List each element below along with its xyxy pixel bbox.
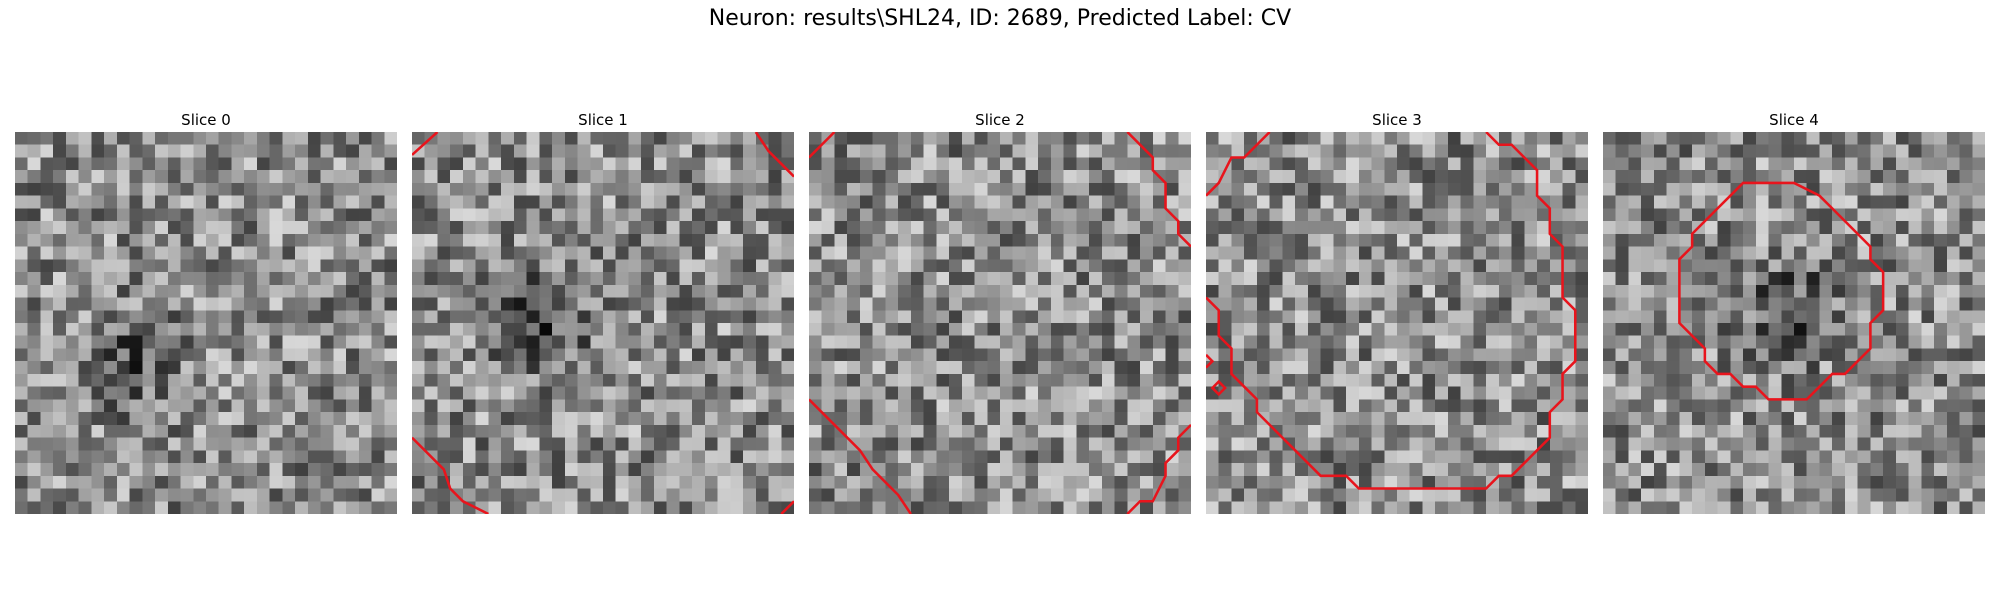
slice-title: Slice 3 (1372, 111, 1422, 129)
contour-line (809, 398, 912, 514)
slice-title: Slice 0 (181, 111, 231, 129)
slice-image (1206, 132, 1588, 514)
contour-line (1126, 423, 1191, 514)
contour-line (1210, 379, 1227, 397)
slice-image (809, 132, 1191, 514)
slice-image (1603, 132, 1985, 514)
contour-line (1678, 181, 1885, 401)
slice-panel-0: Slice 0 (15, 110, 397, 514)
slice-title: Slice 4 (1769, 111, 1819, 129)
slice-title: Slice 1 (578, 111, 628, 129)
contour-line (1206, 132, 1271, 197)
contour-line (780, 500, 794, 514)
slice-panel-1: Slice 1 (412, 110, 794, 514)
contour-line (1206, 132, 1577, 490)
contour-line (412, 132, 439, 156)
contour-line (754, 132, 794, 178)
slice-image (15, 132, 397, 514)
slice-panel-4: Slice 4 (1603, 110, 1985, 514)
slice-panel-2: Slice 2 (809, 110, 1191, 514)
contour-line (809, 132, 836, 159)
contour-line (412, 436, 489, 514)
slice-title: Slice 2 (975, 111, 1025, 129)
figure-title: Neuron: results\SHL24, ID: 2689, Predict… (708, 6, 1292, 31)
contour-line (1126, 132, 1191, 248)
slice-panel-3: Slice 3 (1206, 110, 1588, 514)
contour-line (1206, 353, 1215, 369)
slice-image (412, 132, 794, 514)
